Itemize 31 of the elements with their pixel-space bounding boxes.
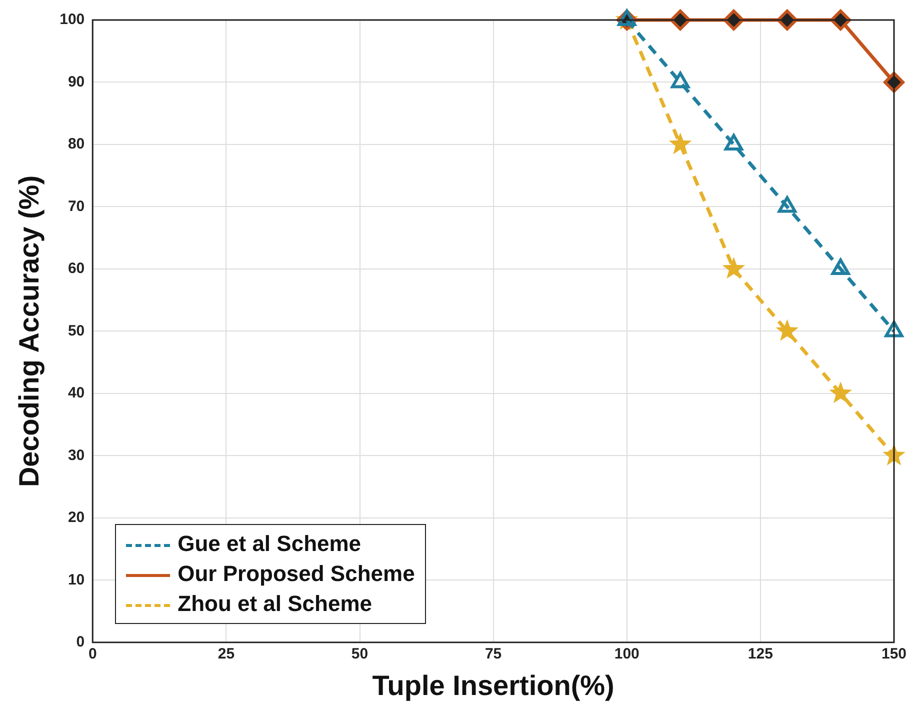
point <box>668 132 692 154</box>
y-tick-label: 20 <box>68 509 85 526</box>
point <box>722 256 746 279</box>
point <box>829 381 852 404</box>
y-tick-label: 10 <box>68 571 85 588</box>
legend-label: Zhou et al Scheme <box>178 591 372 618</box>
x-tick-label: 100 <box>614 646 640 663</box>
x-axis-title: Tuple Insertion(%) <box>372 670 614 701</box>
y-tick-label: 90 <box>68 73 85 90</box>
x-tick-label: 150 <box>881 646 907 663</box>
y-tick-label: 100 <box>60 11 85 28</box>
x-tick-label: 50 <box>351 646 368 663</box>
y-tick-label: 80 <box>68 136 85 153</box>
y-tick-label: 50 <box>68 322 85 340</box>
y-axis-title: Decoding Accuracy (%) <box>14 175 45 488</box>
y-tick-label: 30 <box>68 446 85 464</box>
point <box>884 320 904 338</box>
y-tick-label: 60 <box>68 260 85 278</box>
y-tick-label: 70 <box>68 198 85 215</box>
x-tick-label: 125 <box>748 646 773 663</box>
y-tick-label: 0 <box>76 634 85 651</box>
point <box>776 319 799 341</box>
point <box>778 196 796 213</box>
y-tick-label: 40 <box>68 384 85 402</box>
point <box>831 258 850 275</box>
x-tick-label: 75 <box>484 646 502 663</box>
legend-label: Gue et al Scheme <box>178 531 362 558</box>
legend-label: Our Proposed Scheme <box>178 561 415 588</box>
x-tick-label: 25 <box>218 646 235 663</box>
x-tick-label: 0 <box>88 646 97 663</box>
point <box>830 10 852 30</box>
